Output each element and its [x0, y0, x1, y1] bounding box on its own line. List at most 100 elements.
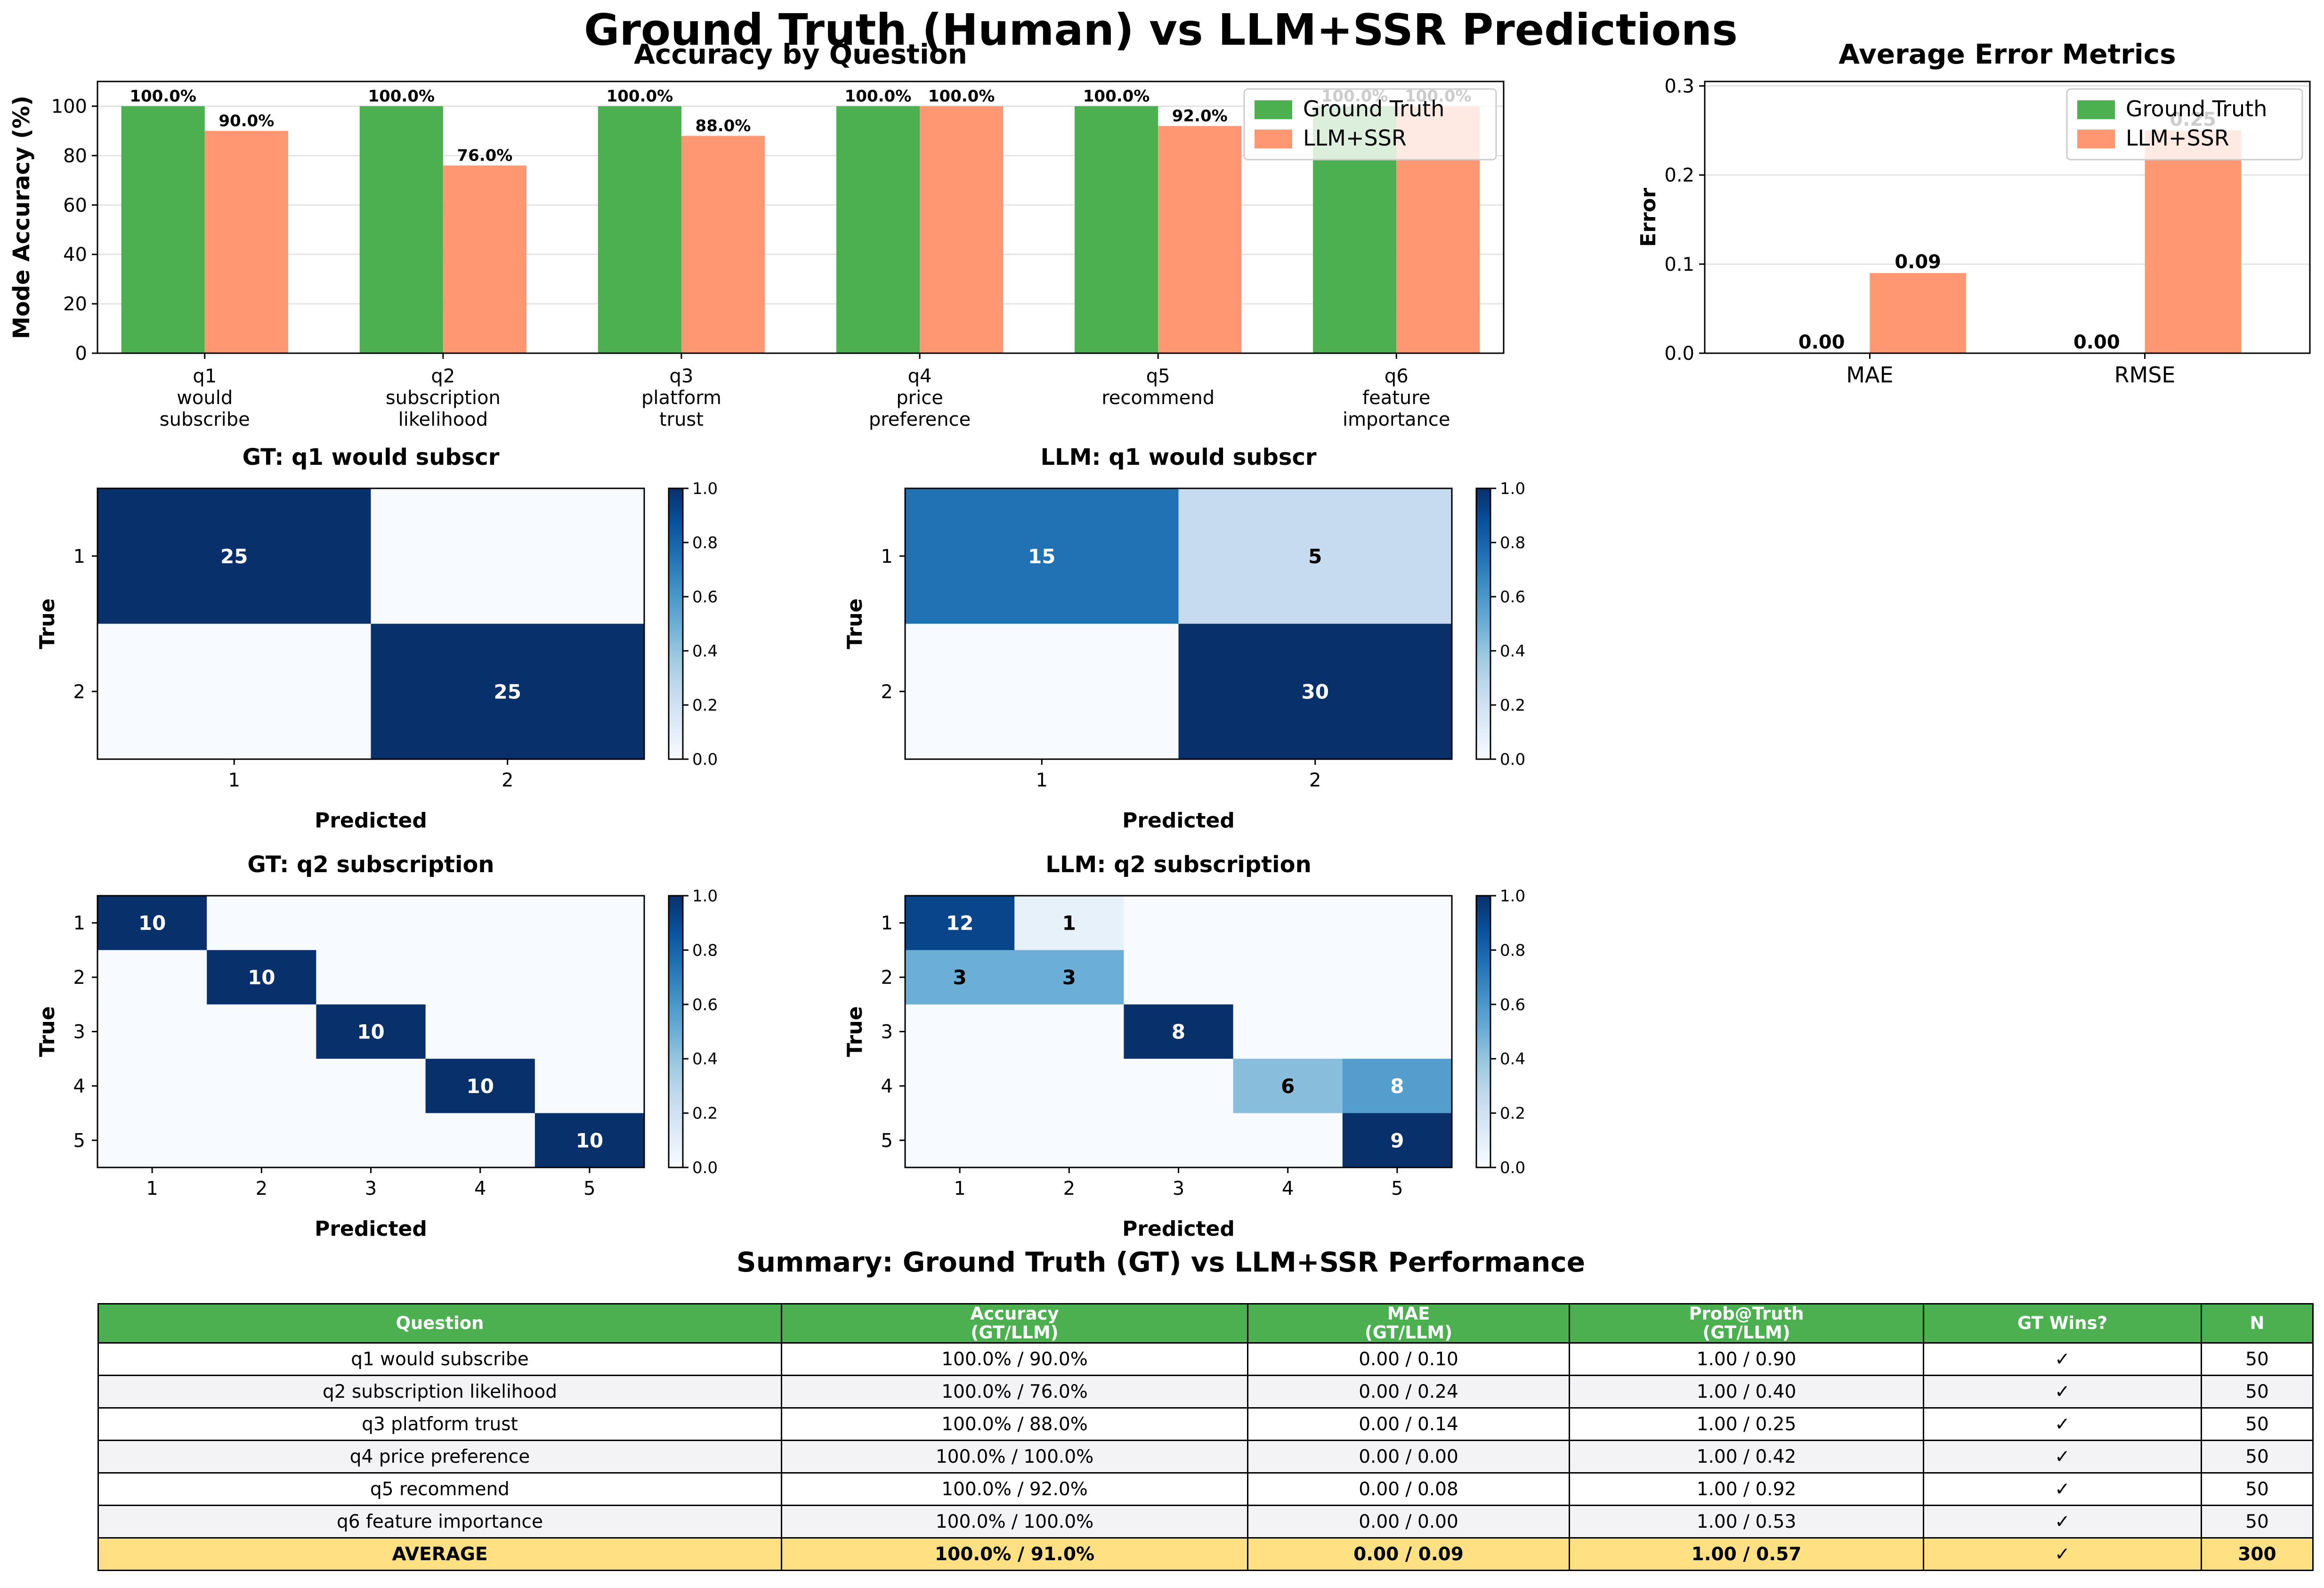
colorbar-tick-label: 0.0 — [1500, 750, 1525, 769]
heatmap-cell — [534, 950, 645, 1005]
summary-average-row: AVERAGE 100.0% / 91.0% 0.00 / 0.09 1.00 / 0… — [97, 1537, 2314, 1571]
axes-frame — [1704, 81, 2311, 354]
y-tick-label: 5 — [73, 1130, 85, 1151]
x-tick-label: subscribe — [160, 409, 250, 430]
x-tick-label: 5 — [1391, 1178, 1403, 1199]
cell-value: 5 — [1308, 545, 1322, 568]
summary-cell: 100.0% / 76.0% — [781, 1375, 1248, 1409]
y-tick-label: 2 — [881, 681, 893, 703]
bar-gt — [121, 106, 205, 354]
y-tick-label: 0.0 — [1664, 343, 1694, 365]
summary-cell: 50 — [2201, 1472, 2314, 1506]
x-tick-label: 4 — [474, 1178, 486, 1199]
cell-value: 3 — [953, 966, 966, 989]
heatmap-cell — [1233, 1004, 1343, 1059]
summary-cell: AVERAGE — [97, 1537, 782, 1571]
data-label: 92.0% — [1172, 106, 1228, 125]
heatmap-cell — [207, 950, 316, 1005]
cell-value: 10 — [357, 1021, 384, 1044]
heatmap-cell — [97, 488, 371, 624]
cell-value: 30 — [1302, 680, 1329, 703]
x-tick-label: q2 — [431, 365, 455, 387]
heatmap-cell — [1233, 896, 1343, 950]
legend-swatch — [1255, 100, 1292, 119]
x-tick-label: 5 — [583, 1178, 595, 1199]
heatmap-cell — [425, 1113, 535, 1168]
x-axis-label: Predicted — [315, 809, 427, 833]
heatmap-cell — [316, 1059, 426, 1114]
summary-row: q1 would subscribe 100.0% / 90.0% 0.00 / 0… — [97, 1342, 2314, 1376]
x-tick-label: likelihood — [398, 409, 488, 430]
x-tick-label: platform — [641, 387, 721, 409]
x-tick-label: q1 — [193, 365, 217, 387]
cell-value: 8 — [1172, 1021, 1185, 1044]
colorbar-tick-label: 0.6 — [692, 588, 718, 607]
y-tick-label: 4 — [73, 1076, 85, 1097]
heatmap-cell — [905, 1004, 1015, 1059]
heatmap-cell — [425, 896, 535, 950]
heatmap-cell — [1233, 1059, 1343, 1114]
x-tick-label: subscription — [386, 387, 501, 409]
cell-value: 10 — [466, 1075, 494, 1098]
x-tick-label: 3 — [365, 1178, 377, 1199]
summary-header-cell: Question — [97, 1303, 782, 1344]
summary-cell: 1.00 / 0.92 — [1569, 1472, 1924, 1506]
heatmap-cell — [1342, 1004, 1452, 1059]
legend-label: Ground Truth — [2126, 96, 2267, 122]
cell-value: 10 — [576, 1129, 603, 1152]
heatmap-cell — [97, 950, 207, 1005]
heatmap-cell — [1178, 624, 1452, 760]
cell-value: 8 — [1390, 1075, 1404, 1098]
heatmap-cell — [1124, 1059, 1234, 1114]
x-tick-label: 2 — [256, 1178, 267, 1199]
summary-cell: 1.00 / 0.53 — [1569, 1505, 1924, 1539]
heatmap-cell — [371, 488, 645, 624]
heatmap-cell — [1233, 1113, 1343, 1168]
legend-box — [2066, 88, 2303, 161]
summary-header-cell: Accuracy (GT/LLM) — [781, 1303, 1248, 1344]
summary-cell: 1.00 / 0.25 — [1569, 1407, 1924, 1441]
summary-cell: 0.00 / 0.08 — [1247, 1472, 1570, 1506]
heatmap-cell — [1014, 1113, 1124, 1168]
heatmap-cell — [905, 1059, 1015, 1114]
heatmap-cell — [425, 1004, 535, 1059]
legend-swatch — [1255, 130, 1292, 148]
chart-title: Accuracy by Question — [634, 38, 967, 70]
summary-cell: 0.00 / 0.14 — [1247, 1407, 1570, 1441]
summary-header-cell: N — [2201, 1303, 2314, 1344]
summary-cell: q1 would subscribe — [97, 1342, 782, 1376]
summary-cell: ✓ — [1923, 1537, 2202, 1571]
heatmap-cell — [1014, 896, 1124, 950]
summary-row: q3 platform trust 100.0% / 88.0% 0.00 / 0.… — [97, 1407, 2314, 1441]
y-axis-label: Mode Accuracy (%) — [8, 96, 35, 339]
y-tick-label: 60 — [63, 194, 87, 216]
colorbar-tick-label: 0.8 — [692, 534, 718, 552]
data-label: 100.0% — [130, 87, 196, 105]
summary-cell: q6 feature importance — [97, 1505, 782, 1539]
summary-header-cell: Prob@Truth (GT/LLM) — [1569, 1303, 1924, 1344]
x-tick-label: feature — [1362, 387, 1430, 409]
heatmap-cell — [1342, 1059, 1452, 1114]
x-tick-label: 2 — [502, 770, 513, 791]
summary-cell: ✓ — [1923, 1375, 2202, 1409]
y-axis-label: True — [35, 598, 59, 649]
heatmap-cell — [1014, 950, 1124, 1005]
data-label: 100.0% — [928, 87, 995, 105]
cell-value: 6 — [1281, 1075, 1295, 1098]
summary-cell: 100.0% / 90.0% — [781, 1342, 1248, 1376]
heatmap-cm_gt_q1: 25 25 1 1 2 2 GT: q1 would subscr Predicted True… — [35, 444, 718, 833]
colorbar — [668, 895, 684, 1168]
data-label: 0.09 — [1895, 251, 1941, 273]
summary-header-cell: GT Wins? — [1923, 1303, 2202, 1344]
summary-header-cell: MAE (GT/LLM) — [1247, 1303, 1570, 1344]
bar-gt — [1075, 106, 1158, 354]
heatmap-cell — [534, 1059, 645, 1114]
heatmap-cell — [97, 896, 207, 950]
x-tick-label: trust — [659, 409, 704, 430]
heatmap-cm_gt_q2: 10 10 10 10 10 1 1 2 2 3 3 4 4 5 5 GT: q2 subscription P… — [35, 851, 718, 1241]
y-tick-label: 0.3 — [1664, 75, 1694, 97]
